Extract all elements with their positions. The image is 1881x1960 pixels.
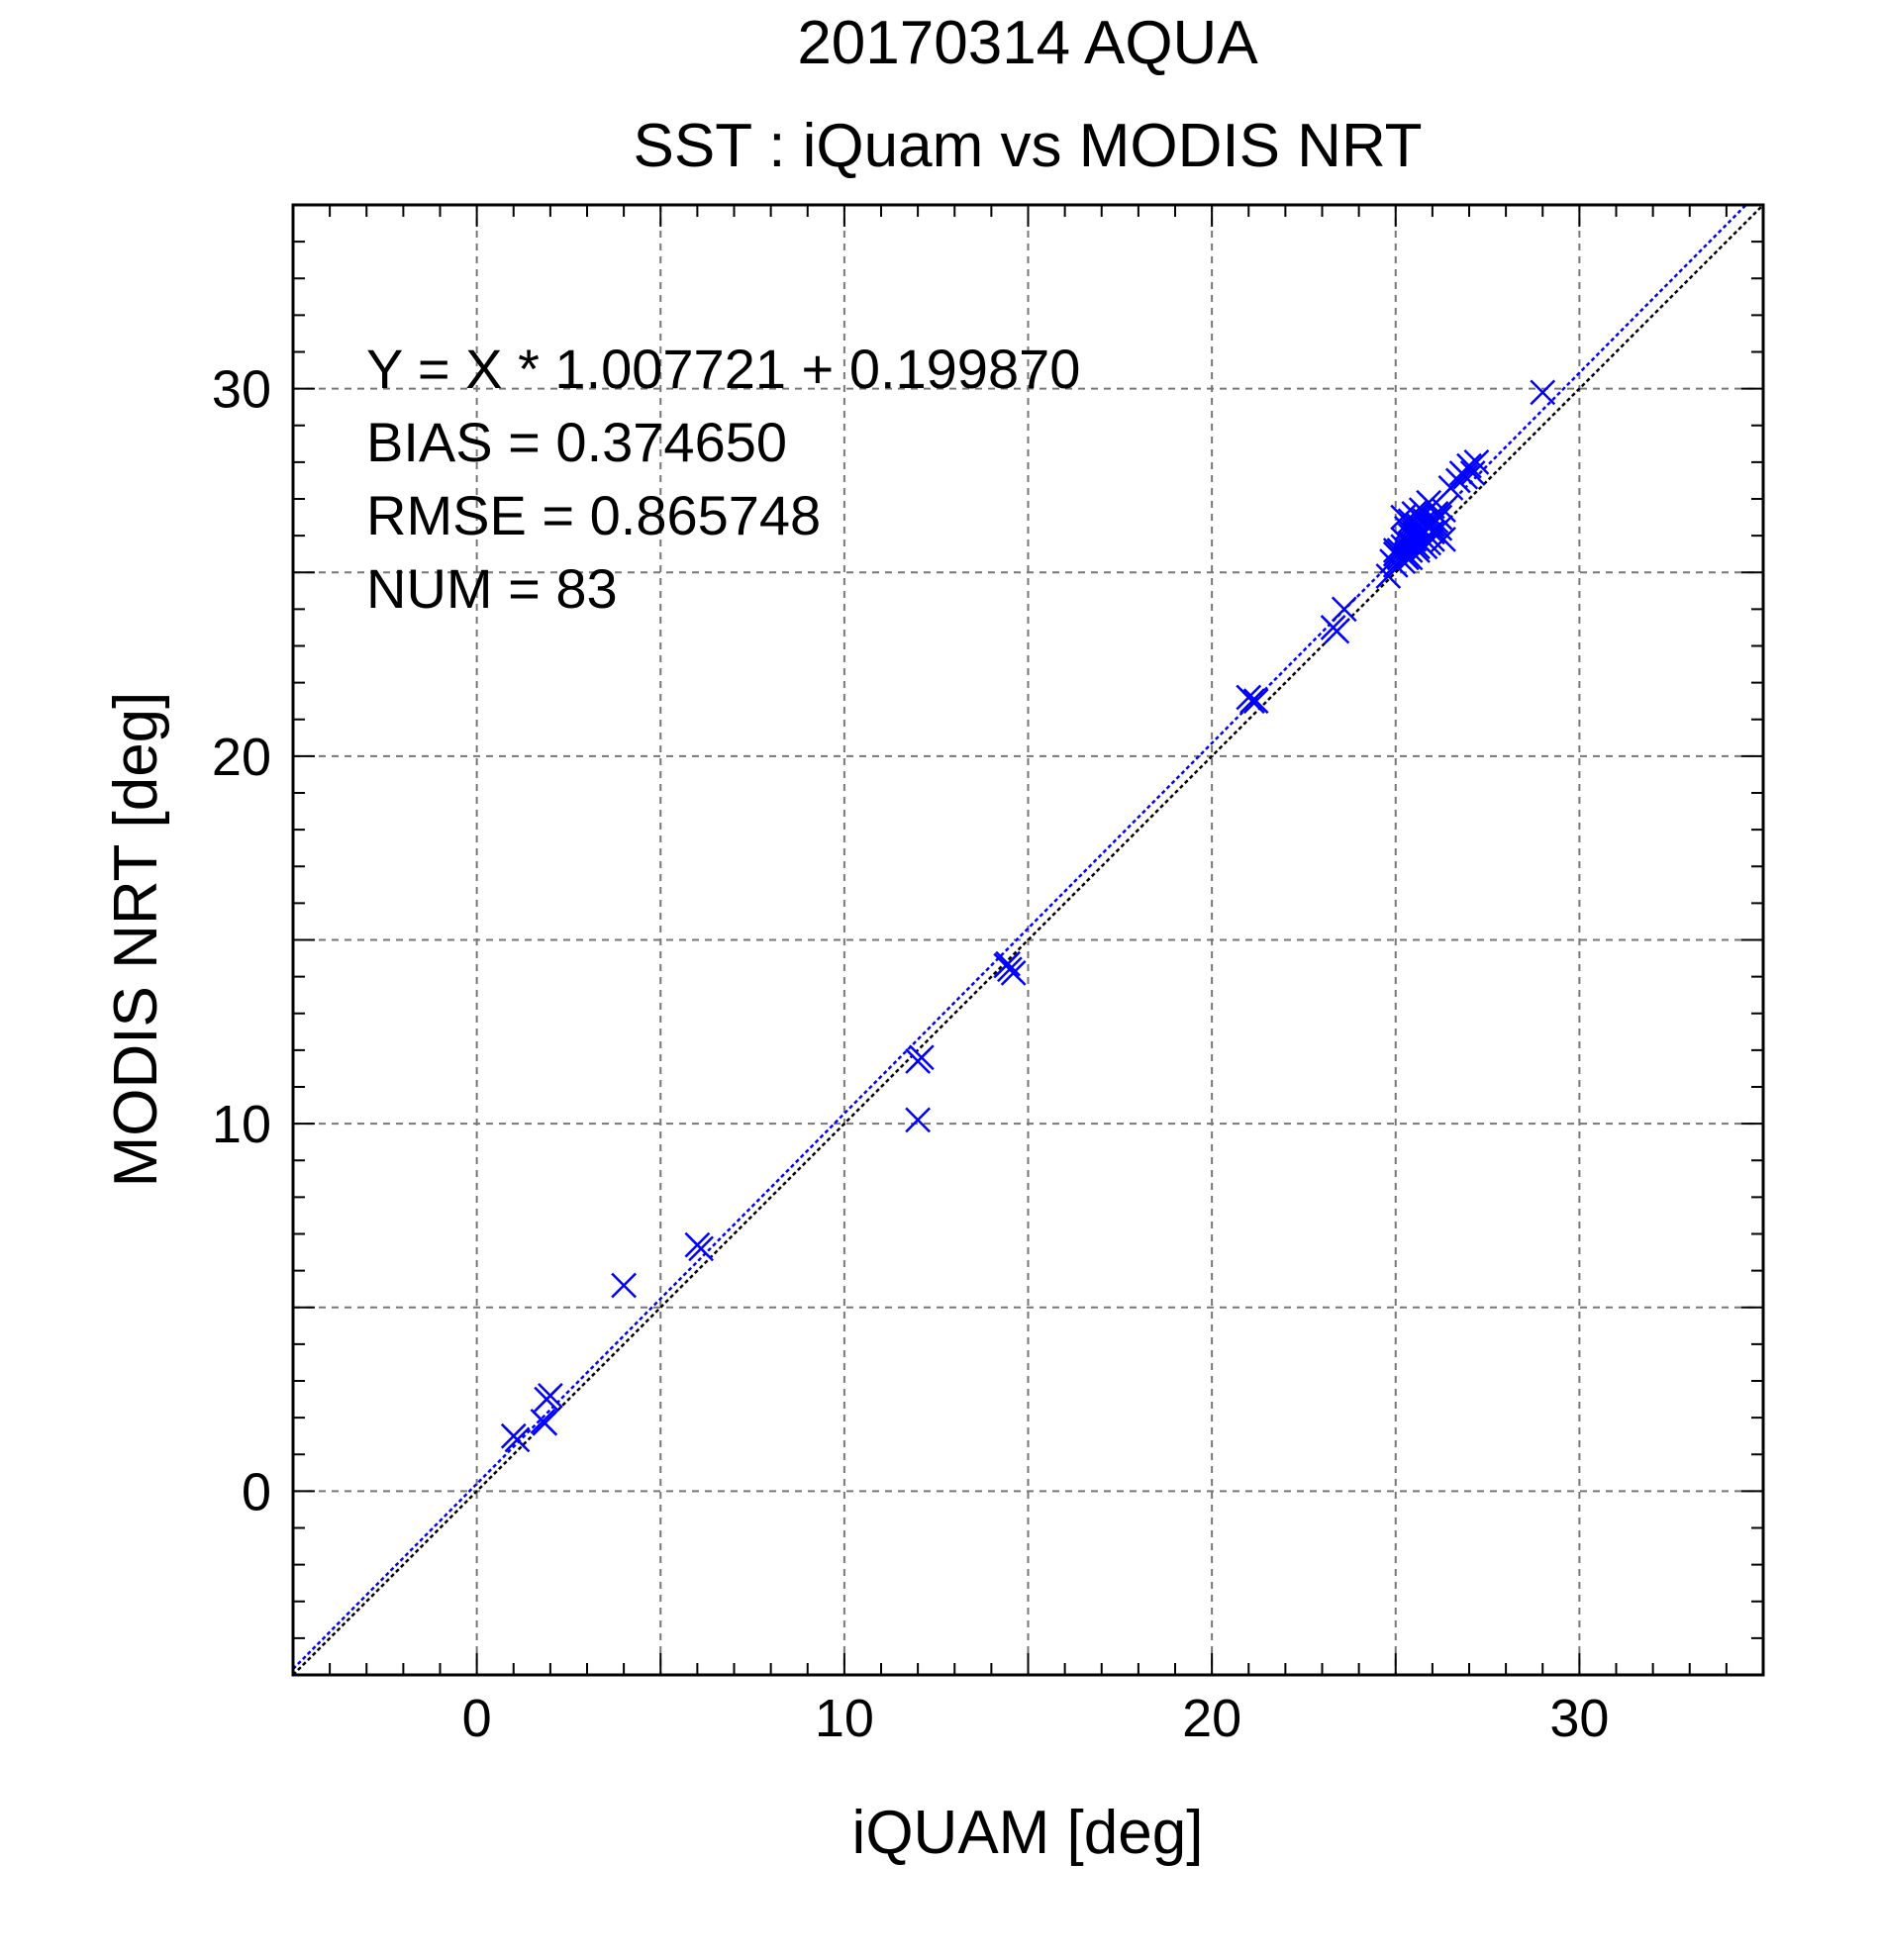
y-axis-label: MODIS NRT [deg] bbox=[102, 692, 170, 1188]
data-points bbox=[500, 379, 1556, 1453]
y-tick-label: 10 bbox=[212, 1095, 271, 1154]
x-tick-label: 30 bbox=[1549, 1689, 1609, 1748]
data-point bbox=[908, 1044, 935, 1071]
data-point bbox=[1242, 688, 1269, 715]
grid-lines bbox=[293, 205, 1763, 1675]
data-point bbox=[532, 1410, 558, 1436]
data-point bbox=[1324, 618, 1350, 644]
data-point bbox=[1408, 497, 1435, 524]
data-point bbox=[688, 1235, 714, 1262]
regression-fit-line bbox=[292, 204, 1747, 1670]
stats-rmse: RMSE = 0.865748 bbox=[366, 484, 821, 546]
data-point bbox=[1530, 379, 1556, 406]
x-tick-label: 10 bbox=[815, 1689, 874, 1748]
x-tick-labels: 0 10 20 30 bbox=[462, 1689, 1610, 1748]
chart-title: 20170314 AQUA bbox=[797, 9, 1258, 77]
data-point bbox=[1331, 596, 1357, 623]
chart-subtitle: SST : iQuam vs MODIS NRT bbox=[634, 112, 1423, 180]
data-point bbox=[1382, 538, 1409, 563]
x-tick-label: 0 bbox=[462, 1689, 492, 1748]
data-point bbox=[504, 1426, 531, 1453]
data-point bbox=[537, 1382, 563, 1409]
x-axis-label: iQUAM [deg] bbox=[852, 1799, 1204, 1867]
data-point bbox=[995, 950, 1021, 977]
data-point bbox=[1239, 688, 1265, 715]
data-point bbox=[1456, 452, 1482, 479]
y-tick-label: 0 bbox=[242, 1462, 271, 1521]
stats-regression: Y = X * 1.007721 + 0.199870 bbox=[366, 338, 1080, 400]
y-tick-labels: 0 10 20 30 bbox=[212, 360, 271, 1522]
stats-block: Y = X * 1.007721 + 0.199870 BIAS = 0.374… bbox=[366, 338, 1080, 620]
stats-num: NUM = 83 bbox=[366, 557, 618, 620]
x-tick-label: 20 bbox=[1182, 1689, 1241, 1748]
y-tick-label: 30 bbox=[212, 360, 271, 420]
data-point bbox=[1463, 448, 1490, 475]
data-point bbox=[905, 1107, 932, 1133]
plot-frame bbox=[291, 203, 1765, 1677]
data-point bbox=[611, 1272, 638, 1299]
data-point bbox=[1419, 519, 1445, 545]
data-point bbox=[1397, 530, 1424, 556]
y-tick-label: 20 bbox=[212, 728, 271, 787]
stats-bias: BIAS = 0.374650 bbox=[366, 411, 787, 473]
